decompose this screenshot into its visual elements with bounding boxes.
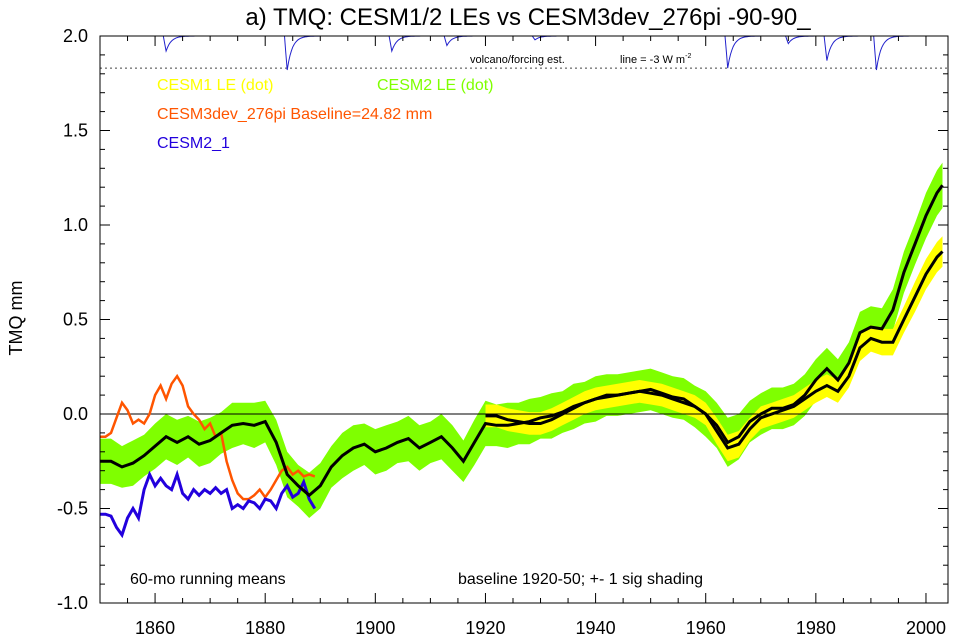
line-scale-label: line = -3 W m-2 [620, 53, 691, 66]
x-tick-label: 1900 [355, 618, 395, 638]
legend-cesm1: CESM1 LE (dot) [157, 77, 273, 94]
x-axis: 1860 1880 1900 1920 1940 1960 1980 2000 [99, 36, 946, 638]
x-tick-label: 1860 [135, 618, 175, 638]
cesm2-1-line [100, 469, 317, 539]
uncertainty-bands [100, 162, 943, 518]
cesm3dev-line [100, 373, 316, 501]
y-axis-label: TMQ mm [6, 281, 26, 356]
baseline-note: baseline 1920-50; +- 1 sig shading [458, 571, 703, 588]
y-tick-label: 1.0 [63, 215, 88, 235]
plot-area: 1860 1880 1900 1920 1940 1960 1980 2000 -1.0 -0.… [57, 26, 949, 638]
x-tick-label: 1940 [576, 618, 616, 638]
x-tick-label: 2000 [906, 618, 946, 638]
y-tick-label: 2.0 [63, 26, 88, 46]
y-tick-label: 0.5 [63, 310, 88, 330]
legend-cesm2-1: CESM2_1 [157, 135, 230, 152]
y-tick-label: 1.5 [63, 121, 88, 141]
legend-cesm2: CESM2 LE (dot) [377, 77, 493, 94]
legend-cesm3dev: CESM3dev_276pi Baseline=24.82 mm [157, 106, 432, 123]
y-tick-label: 0.0 [63, 404, 88, 424]
x-tick-label: 1980 [796, 618, 836, 638]
running-mean-note: 60-mo running means [130, 571, 286, 588]
y-tick-label: -1.0 [57, 593, 88, 613]
y-axis: -1.0 -0.5 0.0 0.5 1.0 1.5 2.0 [57, 26, 948, 613]
cesm1-le-band [485, 236, 943, 462]
cesm1-le-mean-line [485, 250, 944, 450]
y-tick-label: -0.5 [57, 499, 88, 519]
x-tick-label: 1880 [245, 618, 285, 638]
x-tick-label: 1920 [465, 618, 505, 638]
x-tick-label: 1960 [686, 618, 726, 638]
cesm2-le-band [100, 162, 943, 518]
volcano-label: volcano/forcing est. [470, 54, 565, 66]
series-lines [100, 184, 944, 539]
chart-title: a) TMQ: CESM1/2 LEs vs CESM3dev_276pi -9… [245, 4, 811, 31]
